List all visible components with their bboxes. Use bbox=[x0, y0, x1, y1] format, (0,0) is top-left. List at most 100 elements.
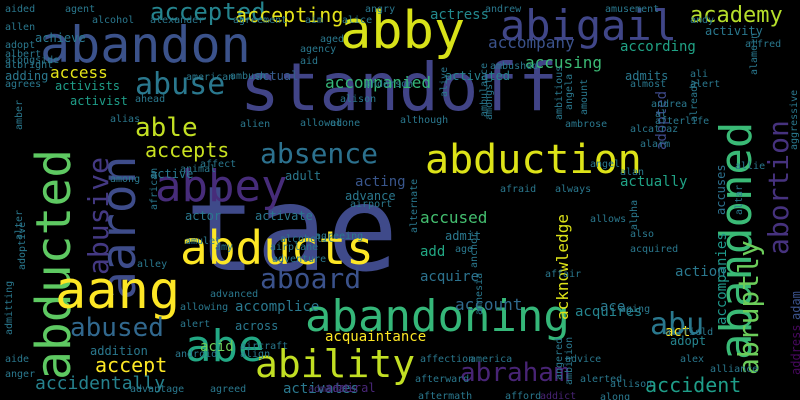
word-ambushed: ambushed bbox=[490, 61, 539, 72]
word-aang: aang bbox=[55, 261, 181, 321]
word-already: already bbox=[689, 79, 700, 122]
word-amusement: amusement bbox=[605, 4, 660, 15]
word-android: android bbox=[175, 349, 218, 360]
word-admiral: admiral bbox=[325, 381, 376, 395]
word-angela: angela bbox=[564, 73, 575, 110]
word-acquire: acquire bbox=[420, 269, 480, 285]
word-add: add bbox=[420, 244, 446, 260]
word-acknowledge: acknowledge bbox=[553, 214, 572, 320]
word-ace: ace bbox=[600, 299, 626, 315]
word-alfred: alfred bbox=[745, 39, 782, 50]
word-ambition: ambition bbox=[564, 336, 575, 385]
word-acquires: acquires bbox=[575, 304, 643, 320]
word-afterlife: afterlife bbox=[655, 116, 710, 127]
word-abu: abu bbox=[650, 307, 705, 342]
word-aided: aided bbox=[5, 4, 36, 15]
word-acquaintance: acquaintance bbox=[325, 329, 427, 345]
word-abe: abe bbox=[185, 321, 265, 372]
word-abruptly: abruptly bbox=[732, 240, 765, 375]
word-alice: alice bbox=[342, 15, 373, 26]
word-alliance: alliance bbox=[710, 364, 759, 375]
word-also: also bbox=[630, 229, 655, 240]
word-amount: amount bbox=[579, 78, 590, 115]
word-amber: amber bbox=[14, 99, 25, 130]
word-amulet: amulet bbox=[185, 236, 222, 247]
word-ambitious: ambitious bbox=[554, 65, 565, 120]
word-adam: adam bbox=[789, 291, 800, 320]
word-accepts: accepts bbox=[145, 138, 230, 162]
word-allen: allen bbox=[5, 22, 36, 33]
word-alert: alert bbox=[690, 79, 721, 90]
word-abigail: abigail bbox=[500, 1, 678, 50]
word-alamein: alamein bbox=[749, 32, 760, 75]
word-agency: agency bbox=[300, 44, 337, 55]
word-act: act bbox=[665, 324, 691, 340]
word-alcatraz: alcatraz bbox=[630, 124, 679, 135]
word-advantage: advantage bbox=[130, 384, 185, 395]
word-alone: alone bbox=[330, 118, 361, 129]
word-abused: abused bbox=[70, 313, 164, 343]
word-adventure: adventure bbox=[272, 254, 327, 265]
word-align: align bbox=[240, 349, 271, 360]
word-adopt: adopt bbox=[5, 40, 36, 51]
word-alcoholic: alcoholic bbox=[280, 234, 335, 245]
word-al: al bbox=[655, 109, 668, 120]
word-abraham: abraham bbox=[460, 358, 570, 388]
word-accompany: accompany bbox=[488, 33, 575, 52]
word-almost: almost bbox=[630, 79, 667, 90]
word-alex: alex bbox=[680, 354, 705, 365]
word-access: access bbox=[50, 63, 108, 82]
word-allows: allows bbox=[590, 214, 627, 225]
word-account: account bbox=[455, 295, 523, 314]
word-actress: actress bbox=[430, 7, 490, 23]
word-accompanied: accompanied bbox=[325, 73, 431, 92]
word-acting: acting bbox=[355, 174, 406, 190]
word-along: along bbox=[600, 392, 631, 400]
word-admits: admits bbox=[625, 69, 669, 83]
word-ambush: ambush bbox=[230, 71, 267, 82]
word-angered: angered bbox=[554, 337, 565, 380]
word-airplane: airplane bbox=[270, 242, 319, 253]
word-allie: allie bbox=[735, 161, 766, 172]
word-affection: affection bbox=[420, 354, 475, 365]
word-allowing: allowing bbox=[180, 302, 229, 313]
word-advanced: advanced bbox=[210, 289, 259, 300]
word-agreeing: agreeing bbox=[315, 231, 364, 242]
word-although: although bbox=[400, 115, 449, 126]
word-accuses: accuses bbox=[714, 164, 728, 215]
word-aggressive: aggressive bbox=[789, 89, 800, 150]
word-alongside: alongside bbox=[5, 55, 60, 66]
word-america: america bbox=[470, 354, 513, 365]
word-afraid: afraid bbox=[500, 184, 537, 195]
word-aftermath: aftermath bbox=[418, 391, 473, 400]
word-activists: activists bbox=[55, 79, 121, 93]
word-alison: alison bbox=[340, 94, 377, 105]
word-alley: alley bbox=[137, 259, 168, 270]
word-absence: absence bbox=[260, 137, 379, 170]
word-angry: angry bbox=[365, 4, 396, 15]
word-anchor: anchor bbox=[469, 231, 480, 268]
word-standoff: standoff bbox=[240, 49, 558, 126]
word-abducts: abducts bbox=[180, 221, 374, 275]
word-albright: albright bbox=[5, 60, 54, 71]
word-ago: ago bbox=[455, 244, 474, 255]
word-adopt: adopt bbox=[670, 334, 707, 348]
word-always: always bbox=[555, 184, 592, 195]
word-alive: alive bbox=[439, 66, 450, 97]
word-agrees: agrees bbox=[5, 79, 42, 90]
word-activated: activated bbox=[445, 69, 511, 83]
word-alexander: alexander bbox=[150, 15, 205, 26]
word-abandoning: abandoning bbox=[305, 291, 570, 342]
word-alert: alert bbox=[180, 319, 211, 330]
word-accepted: accepted bbox=[150, 0, 266, 26]
word-actual: actual bbox=[255, 69, 299, 83]
word-across: across bbox=[235, 319, 279, 333]
word-amnesia: amnesia bbox=[474, 272, 485, 315]
word-anger: anger bbox=[5, 369, 36, 380]
word-ali: ali bbox=[690, 69, 709, 80]
word-andrea: andrea bbox=[651, 99, 688, 110]
word-airfield: airfield bbox=[665, 327, 714, 338]
word-accused: accused bbox=[420, 208, 488, 227]
word-admirals: admirals bbox=[308, 384, 357, 395]
